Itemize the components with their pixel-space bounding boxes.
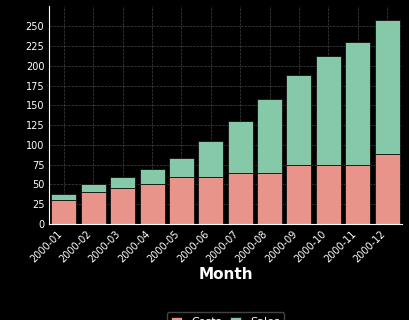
Bar bbox=[139, 184, 164, 224]
Legend: Costs, Sales: Costs, Sales bbox=[166, 312, 284, 320]
Bar bbox=[286, 165, 311, 224]
Bar bbox=[81, 192, 106, 224]
Bar bbox=[256, 172, 281, 224]
X-axis label: Month: Month bbox=[198, 267, 252, 282]
Bar bbox=[81, 184, 106, 192]
Bar bbox=[374, 20, 399, 154]
Bar bbox=[286, 75, 311, 165]
Bar bbox=[110, 188, 135, 224]
Bar bbox=[374, 154, 399, 224]
Bar bbox=[344, 42, 369, 165]
Bar bbox=[169, 158, 193, 177]
Bar bbox=[51, 200, 76, 224]
Bar bbox=[315, 165, 340, 224]
Bar bbox=[198, 141, 223, 177]
Bar bbox=[256, 99, 281, 172]
Bar bbox=[110, 177, 135, 188]
Bar bbox=[198, 177, 223, 224]
Bar bbox=[51, 194, 76, 200]
Bar bbox=[139, 169, 164, 184]
Bar bbox=[315, 56, 340, 165]
Bar bbox=[227, 121, 252, 172]
Bar bbox=[227, 172, 252, 224]
Bar bbox=[344, 165, 369, 224]
Bar bbox=[169, 177, 193, 224]
